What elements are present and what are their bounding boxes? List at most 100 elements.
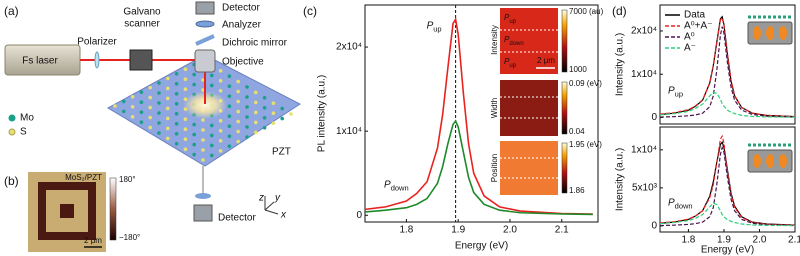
lattice-dot <box>148 85 152 90</box>
y-tick-label: 5x10³ <box>632 183 658 194</box>
lattice-dot <box>174 112 179 116</box>
lattice-dot <box>280 116 285 121</box>
series-line <box>659 16 796 118</box>
lattice-dot <box>148 95 152 100</box>
galvano-label: scanner <box>124 19 160 30</box>
lattice-dot <box>192 132 196 137</box>
objective <box>194 49 216 73</box>
lattice-dot <box>139 120 144 124</box>
lattice-dot <box>236 109 240 114</box>
lattice-dot <box>174 72 179 76</box>
map-row-label: Intensity <box>490 25 499 55</box>
series-line <box>659 91 796 118</box>
lattice-dot <box>166 136 170 141</box>
analyzer-label: Analyzer <box>222 20 262 31</box>
lattice-dot <box>254 100 258 105</box>
s-atom <box>8 128 16 136</box>
axis-label: x <box>280 210 287 221</box>
y-tick-label: 1x10⁴ <box>336 126 362 137</box>
lattice-dot <box>254 90 258 95</box>
x-tick-label: 2.0 <box>753 235 767 246</box>
colorbar <box>561 142 568 194</box>
lattice-dot <box>166 76 170 81</box>
map-row-label: Width <box>490 98 499 118</box>
panel-a: (a) Fs laser Polarizer Galvano scanner D… <box>4 1 301 224</box>
lattice-dot <box>130 115 135 119</box>
lattice-dot <box>236 139 240 144</box>
lattice-dot <box>130 95 135 99</box>
lattice-dot <box>201 138 205 142</box>
lattice-dot <box>157 81 161 85</box>
y-tick-label: 1x10⁴ <box>631 69 657 80</box>
map <box>500 80 558 136</box>
lattice-dot <box>210 133 214 138</box>
panel-label: (b) <box>4 174 19 188</box>
lattice-dot <box>122 99 126 104</box>
laser-spot <box>183 91 227 119</box>
lattice-dot <box>166 126 170 131</box>
lattice-dot <box>157 121 161 125</box>
lattice-dot <box>218 89 223 93</box>
lattice-dot <box>139 100 144 104</box>
lattice-dot <box>271 101 276 105</box>
lattice-dot <box>262 126 267 130</box>
colorbar-label: 1.86 <box>569 186 585 195</box>
lens <box>195 193 211 199</box>
panel-label: (a) <box>4 4 19 18</box>
detector <box>195 1 215 15</box>
analyzer <box>195 20 215 28</box>
lattice-dot <box>157 111 161 115</box>
panel-label: (d) <box>612 4 627 18</box>
lattice-dot <box>174 122 179 126</box>
lattice-dot <box>210 123 214 128</box>
axis-label: z <box>258 193 264 204</box>
legend-label: A⁰ <box>684 32 695 43</box>
lattice-dot <box>254 120 258 125</box>
x-tick-label: 1.9 <box>451 225 465 236</box>
lattice-dot <box>245 95 249 99</box>
colorbar-label: 1.95 (eV) <box>569 140 602 149</box>
lattice-dot <box>227 94 232 98</box>
lattice-dot <box>236 89 240 94</box>
lattice-dot <box>280 106 285 111</box>
colorbar-label: 0.04 <box>569 127 585 136</box>
lattice-dot <box>227 104 232 108</box>
map <box>500 141 558 195</box>
colorbar-label: 0.09 (eV) <box>569 79 602 88</box>
lattice-dot <box>218 139 223 143</box>
y-axis-title: PL intensity (a.u.) <box>317 75 328 152</box>
map-row-label: Position <box>490 154 499 182</box>
lattice-dot <box>139 90 144 94</box>
lattice-dot <box>210 153 214 158</box>
lattice-dot <box>201 158 205 162</box>
x-tick-label: 1.8 <box>399 225 413 236</box>
plot-frame <box>659 126 796 233</box>
polarizer-label: Polarizer <box>77 37 117 48</box>
lattice-dot <box>192 152 196 157</box>
lattice-dot <box>236 79 240 84</box>
lattice-dot <box>218 129 223 133</box>
lattice-dot <box>166 106 170 111</box>
series-line <box>659 202 796 227</box>
lattice-dot <box>210 83 214 88</box>
scale-bar-label: 2 μm <box>84 236 102 245</box>
map-label: Pdown <box>504 35 524 46</box>
lattice-dot <box>210 143 214 148</box>
colorbar <box>109 177 117 241</box>
annotation: Pup <box>668 85 683 99</box>
lattice-dot <box>174 92 179 96</box>
series-line <box>659 134 796 226</box>
lattice-dot <box>130 105 135 109</box>
x-tick-label: 1.8 <box>681 235 695 246</box>
lattice-dot <box>262 106 267 110</box>
afm-domain <box>38 182 96 240</box>
legend-label: Data <box>684 10 706 21</box>
dichroic-label: Dichroic mirror <box>222 38 288 49</box>
lattice-dot <box>245 135 249 139</box>
lattice-dot <box>201 128 205 132</box>
series-line <box>659 140 796 226</box>
image-title: MoS₂/PZT <box>65 173 102 182</box>
afm-domain <box>60 204 74 218</box>
lattice-dot <box>236 99 240 104</box>
